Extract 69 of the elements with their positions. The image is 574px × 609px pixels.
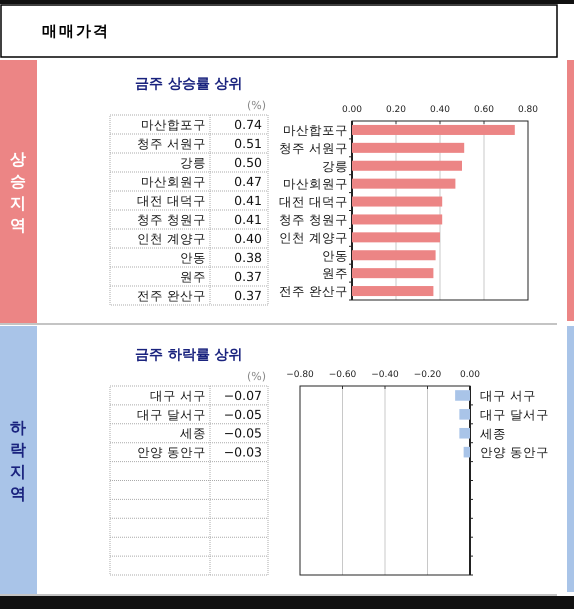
category-label: 청주 청원구 bbox=[137, 212, 206, 227]
y-tick-label: 청주 청원구 bbox=[279, 212, 348, 227]
data-label: 0.37 bbox=[234, 288, 262, 303]
data-label: −0.05 bbox=[224, 406, 262, 422]
bar bbox=[352, 232, 440, 242]
category-label: 원주 bbox=[180, 269, 206, 284]
data-label: 0.51 bbox=[234, 136, 262, 151]
bar bbox=[352, 268, 434, 278]
bar bbox=[352, 178, 456, 189]
bar bbox=[352, 160, 462, 171]
text: (%) bbox=[246, 99, 266, 112]
text: 상승지역 bbox=[10, 150, 26, 234]
category-label: 전주 완산구 bbox=[137, 288, 206, 303]
category-label: 안양 동안구 bbox=[137, 444, 206, 460]
x-tick-label: 0.00 bbox=[342, 105, 362, 115]
x-tick-label: 0.60 bbox=[474, 105, 494, 115]
data-label: 0.40 bbox=[234, 231, 262, 246]
data-label: −0.07 bbox=[224, 388, 262, 403]
y-tick-label: 대전 대덕구 bbox=[279, 194, 348, 210]
data-label: −0.05 bbox=[224, 426, 262, 441]
y-tick-label: 마산합포구 bbox=[283, 122, 348, 138]
y-tick-label: 마산회원구 bbox=[283, 176, 348, 192]
bar bbox=[352, 142, 464, 153]
bar bbox=[352, 286, 434, 296]
category-label: 강릉 bbox=[180, 155, 206, 170]
y-tick-label: 청주 서원구 bbox=[279, 140, 348, 156]
text: 매매가격 bbox=[42, 22, 110, 40]
x-tick-label: 0.00 bbox=[460, 370, 480, 380]
text: 금주 상승률 상위 bbox=[135, 76, 243, 92]
y-tick-label: 원주 bbox=[322, 266, 348, 281]
x-tick-label: −0.40 bbox=[371, 370, 400, 380]
category-label: 대구 서구 bbox=[150, 388, 206, 403]
category-label: 마산회원구 bbox=[141, 174, 206, 189]
x-tick-label: 0.20 bbox=[386, 105, 406, 115]
data-label: 0.41 bbox=[234, 212, 262, 227]
data-label: 0.38 bbox=[234, 250, 262, 265]
y-tick-label: 인천 계양구 bbox=[279, 230, 348, 245]
x-tick-label: −0.80 bbox=[286, 370, 314, 380]
data-label: 0.50 bbox=[234, 155, 262, 170]
data-label: 0.37 bbox=[234, 269, 262, 284]
data-label: 0.47 bbox=[234, 174, 262, 189]
category-label: 안동 bbox=[180, 250, 206, 265]
y-tick-label: 안양 동안구 bbox=[480, 444, 549, 460]
data-label: 0.74 bbox=[234, 117, 262, 132]
y-tick-label: 대구 서구 bbox=[480, 388, 536, 403]
y-tick-label: 전주 완산구 bbox=[279, 284, 348, 299]
category-label: 대전 대덕구 bbox=[137, 193, 206, 208]
x-tick-label: −0.20 bbox=[414, 370, 442, 380]
category-label: 대구 달서구 bbox=[137, 406, 206, 422]
category-label: 인천 계양구 bbox=[137, 231, 206, 246]
category-label: 청주 서원구 bbox=[137, 136, 206, 151]
data-label: −0.03 bbox=[224, 444, 262, 460]
bar bbox=[352, 250, 436, 260]
x-tick-label: −0.60 bbox=[328, 370, 357, 380]
category-label: 세종 bbox=[180, 426, 206, 441]
bar bbox=[352, 124, 515, 135]
y-tick-label: 안동 bbox=[322, 248, 348, 263]
y-tick-label: 세종 bbox=[480, 426, 506, 441]
y-tick-label: 대구 달서구 bbox=[480, 406, 549, 422]
chart-title: 금주 하락률 상위 bbox=[135, 347, 243, 363]
category-label: 마산합포구 bbox=[141, 117, 206, 132]
bar bbox=[352, 214, 442, 224]
bar bbox=[352, 196, 442, 207]
y-tick-label: 강릉 bbox=[322, 158, 348, 174]
x-tick-label: 0.80 bbox=[518, 105, 538, 115]
text: 하락지역 bbox=[10, 418, 26, 503]
text: (%) bbox=[246, 370, 266, 383]
data-label: 0.41 bbox=[234, 193, 262, 208]
x-tick-label: 0.40 bbox=[430, 105, 450, 115]
